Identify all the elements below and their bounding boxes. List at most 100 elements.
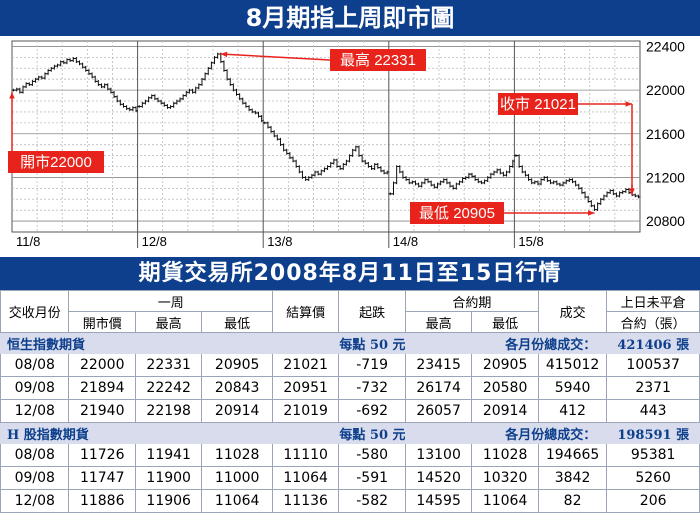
section-volume-label: 各月份總成交： xyxy=(404,332,608,354)
header-open: 開市價 xyxy=(68,311,136,333)
x-tick-label: 12/8 xyxy=(142,234,167,249)
table-cell: 11726 xyxy=(68,443,136,467)
table-cell: 08/08 xyxy=(0,353,70,377)
x-tick-label: 15/8 xyxy=(518,234,543,249)
close-label: 收市 21021 xyxy=(500,96,576,113)
header-volume: 成交 xyxy=(537,290,608,333)
x-tick-label: 11/8 xyxy=(16,234,40,249)
table-cell: -582 xyxy=(338,489,406,513)
y-tick-label: 20800 xyxy=(646,213,685,229)
section-per-point: 每點 50 元 xyxy=(338,422,406,444)
table-cell: 11064 xyxy=(271,466,340,490)
high-arrowhead xyxy=(220,51,228,58)
open-arrowhead xyxy=(9,92,15,99)
table-cell: 26174 xyxy=(404,376,473,400)
header-high: 最高 xyxy=(134,311,203,333)
table-cell: 3842 xyxy=(537,466,608,490)
section-per-point: 每點 50 元 xyxy=(338,332,406,354)
table-cell: 5260 xyxy=(606,466,700,490)
header-settle: 結算價 xyxy=(271,290,340,333)
table-cell: -732 xyxy=(338,376,406,400)
table-title: 期貨交易所2008年8月11日至15日行情 xyxy=(0,257,700,290)
table-cell: -591 xyxy=(338,466,406,490)
table-cell: 14595 xyxy=(404,489,473,513)
table-cell: 20914 xyxy=(201,399,273,423)
table-body: 恒生指數期貨 每點 50 元各月份總成交： 421406 張 08/08 22000 22… xyxy=(0,332,700,513)
table-cell: 22198 xyxy=(134,399,203,423)
close-v-arrowhead xyxy=(629,188,635,195)
table-cell: 11028 xyxy=(471,443,539,467)
table-cell: 21019 xyxy=(271,399,340,423)
table-cell: 5940 xyxy=(537,376,608,400)
table-cell: 26057 xyxy=(404,399,473,423)
table-cell: 20951 xyxy=(271,376,340,400)
close-box xyxy=(498,93,578,115)
low-arrowhead xyxy=(588,210,595,216)
header-low: 最低 xyxy=(201,311,273,333)
header-cp-low: 最低 xyxy=(471,311,539,333)
table-cell: 20580 xyxy=(471,376,539,400)
table-cell: 13100 xyxy=(404,443,473,467)
section-name: H 股指數期貨 xyxy=(0,422,340,444)
table-cell: 11000 xyxy=(201,466,273,490)
y-tick-label: 21600 xyxy=(646,126,685,142)
table-row: 09/08 11747 11900 11000 11064 -591 14520 10320 3… xyxy=(0,466,700,490)
table-cell: -580 xyxy=(338,443,406,467)
table-cell: 11110 xyxy=(271,443,340,467)
section-header-row: H 股指數期貨 每點 50 元各月份總成交： 198591 張 xyxy=(0,422,700,444)
table-header-row: 交收月份 一周 結算價 起跌 合約期 成交 上日未平倉 xyxy=(0,290,700,333)
table-cell: 2371 xyxy=(606,376,700,400)
header-cp-high: 最高 xyxy=(404,311,473,333)
table-cell: 20905 xyxy=(471,353,539,377)
open-label: 開市22000 xyxy=(20,154,92,171)
table-cell: 23415 xyxy=(404,353,473,377)
table-cell: 22242 xyxy=(134,376,203,400)
section-total-volume: 421406 張 xyxy=(606,332,700,354)
chart-annotations: 開市22000 最高 22331 收市 21021 最低 20905 xyxy=(8,49,635,224)
table-cell: 12/08 xyxy=(0,489,70,513)
price-series xyxy=(11,52,641,211)
header-week: 一周 xyxy=(68,290,273,312)
table-cell: 21021 xyxy=(271,353,340,377)
table-cell: -692 xyxy=(338,399,406,423)
table-cell: 21940 xyxy=(68,399,136,423)
table-cell: 443 xyxy=(606,399,700,423)
table-cell: 11747 xyxy=(68,466,136,490)
chart-grid xyxy=(12,41,640,232)
low-label: 最低 20905 xyxy=(419,205,495,222)
y-axis-ticks: 20800 21200 21600 22000 22400 xyxy=(646,38,685,229)
table-cell: 11028 xyxy=(201,443,273,467)
table-cell: 11136 xyxy=(271,489,340,513)
section-total-volume: 198591 張 xyxy=(606,422,700,444)
table-row: 08/08 11726 11941 11028 11110 -580 13100 11028 1… xyxy=(0,443,700,467)
table-cell: 22000 xyxy=(68,353,136,377)
section-header-row: 恒生指數期貨 每點 50 元各月份總成交： 421406 張 xyxy=(0,332,700,354)
high-arrow xyxy=(220,53,331,61)
table-cell: 95381 xyxy=(606,443,700,467)
header-contract-period: 合約期 xyxy=(404,290,539,312)
x-tick-label: 13/8 xyxy=(267,234,292,249)
table-cell: 12/08 xyxy=(0,399,70,423)
table-cell: -719 xyxy=(338,353,406,377)
table-cell: 194665 xyxy=(537,443,608,467)
table-cell: 11886 xyxy=(68,489,136,513)
table-cell: 21894 xyxy=(68,376,136,400)
table-cell: 10320 xyxy=(471,466,539,490)
header-contract-month: 交收月份 xyxy=(0,290,70,333)
table-cell: 11941 xyxy=(134,443,203,467)
header-change: 起跌 xyxy=(338,290,406,333)
high-label: 最高 22331 xyxy=(340,52,416,69)
chart-plot-area xyxy=(11,40,641,233)
table-row: 09/08 21894 22242 20843 20951 -732 26174 20580 5… xyxy=(0,376,700,400)
section-volume-label: 各月份總成交： xyxy=(404,422,608,444)
table-cell: 11064 xyxy=(201,489,273,513)
x-tick-label: 14/8 xyxy=(393,234,418,249)
table-cell: 206 xyxy=(606,489,700,513)
y-tick-label: 22400 xyxy=(646,38,685,54)
table-row: 08/08 22000 22331 20905 21021 -719 23415 20905 4… xyxy=(0,353,700,377)
table-cell: 11906 xyxy=(134,489,203,513)
table-cell: 20843 xyxy=(201,376,273,400)
table-cell: 20914 xyxy=(471,399,539,423)
table-cell: 100537 xyxy=(606,353,700,377)
table-cell: 11064 xyxy=(471,489,539,513)
